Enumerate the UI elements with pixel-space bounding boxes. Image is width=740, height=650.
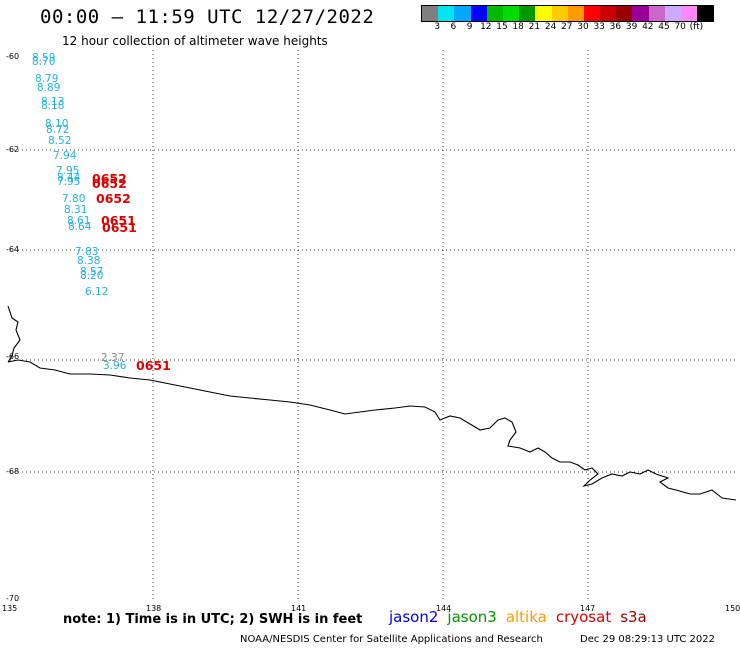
satellite-legend-altika: altika: [505, 608, 547, 626]
lon-label: 138: [146, 604, 162, 613]
wave-height-label: 8.44: [57, 172, 81, 184]
satellite-legend: jason2 jason3 altika cryosat s3a: [389, 608, 656, 626]
lon-label: 144: [436, 604, 452, 613]
wave-height-label: 8.70: [32, 56, 56, 68]
color-scale-cell: [438, 6, 455, 21]
color-scale-label: 45: [658, 22, 670, 32]
color-scale-label: 33: [593, 22, 605, 32]
color-scale-cell: [551, 6, 568, 21]
wave-height-label: 8.79: [35, 73, 59, 85]
color-scale-bar: [421, 5, 715, 22]
color-scale-cell: [470, 6, 487, 21]
satellite-legend-cryosat: cryosat: [555, 608, 612, 626]
wave-height-label: 7.95: [56, 165, 80, 177]
color-scale-cell: [632, 6, 649, 21]
time-stamp-label: 0651: [136, 358, 171, 373]
color-scale-cell: [600, 6, 617, 21]
lon-label: 147: [580, 604, 596, 613]
color-scale-label: 39: [625, 22, 638, 32]
color-scale-label: 36: [609, 22, 622, 32]
color-scale-label: 30: [577, 22, 589, 32]
wave-height-label: 8.18: [41, 100, 65, 112]
wave-height-label: 8.89: [37, 82, 61, 94]
color-scale-cell: [486, 6, 503, 21]
wave-height-label: 8.52: [48, 135, 72, 147]
color-scale-label: 3: [434, 22, 441, 32]
antarctic-coastline: [7, 305, 737, 501]
time-stamp-label: 0651: [101, 213, 136, 228]
lat-label: -66: [6, 352, 20, 361]
color-scale-cell: [422, 6, 439, 21]
lon-label: 141: [291, 604, 307, 613]
color-scale-cell: [519, 6, 536, 21]
satellite-legend-jason3: jason3: [447, 608, 497, 626]
grid-lines: [10, 50, 736, 600]
wave-height-label: 8.59: [32, 52, 56, 64]
color-scale-cell: [664, 6, 681, 21]
lon-label: 150: [725, 604, 740, 613]
color-scale-cell: [681, 6, 698, 21]
wave-height-label: 7.94: [53, 150, 77, 162]
color-scale-labels: 3 6 9 12 15 18 21 24 27 30 33 36 39 42 45 70 (ft): [0, 22, 740, 36]
color-scale-label: 18: [512, 22, 524, 32]
color-scale-label: 24: [544, 22, 557, 32]
wave-height-label: 8.38: [77, 255, 101, 267]
map-title: 00:00 – 11:59 UTC 12/27/2022: [40, 6, 375, 28]
lat-label: -68: [6, 467, 20, 476]
wave-height-label: 6.12: [85, 286, 109, 298]
wave-height-label: 3.96: [103, 360, 127, 372]
wave-height-label: 8.20: [80, 270, 104, 282]
time-stamp-label: 0652: [92, 176, 127, 191]
color-scale-label: 9: [466, 22, 473, 32]
time-stamp-label: 0652: [92, 171, 127, 186]
color-scale-label: (ft): [689, 22, 704, 32]
lat-label: -60: [6, 52, 20, 61]
credit-line: NOAA/NESDIS Center for Satellite Applica…: [240, 634, 543, 645]
color-scale-cell: [583, 6, 601, 21]
map-frame: [8, 48, 736, 600]
color-scale-cell: [454, 6, 471, 21]
color-scale-cell: [616, 6, 633, 21]
color-scale-cell: [502, 6, 520, 21]
wave-height-label: 2.37: [101, 352, 125, 364]
color-scale-cell: [567, 6, 584, 21]
wave-height-label: 8.64: [68, 221, 92, 233]
lat-label: -62: [6, 145, 20, 154]
lat-label: -64: [6, 245, 20, 254]
color-scale-label: 15: [496, 22, 508, 32]
wave-height-label: 7.95: [57, 176, 81, 188]
color-scale-label: 12: [480, 22, 492, 32]
wave-height-label: 7.80: [62, 193, 86, 205]
wave-height-label: 8.61: [67, 215, 91, 227]
map-subtitle: 12 hour collection of altimeter wave hei…: [62, 34, 328, 48]
wave-height-label: 8.57: [80, 266, 104, 278]
generated-date: Dec 29 08:29:13 UTC 2022: [580, 634, 715, 645]
time-stamp-label: 0652: [96, 191, 131, 206]
color-scale-cell: [535, 6, 552, 21]
lat-label: -70: [6, 594, 20, 603]
wave-height-label: 7.83: [75, 246, 99, 258]
satellite-legend-jason2: jason2: [389, 608, 439, 626]
satellite-legend-s3a: s3a: [620, 608, 647, 626]
footer-note: note: 1) Time is in UTC; 2) SWH is in fe…: [63, 612, 363, 627]
wave-height-label: 8.31: [64, 204, 88, 216]
color-scale-label: 42: [642, 22, 654, 32]
color-scale-label: 70: [674, 22, 686, 32]
lon-label: 135: [2, 604, 18, 613]
wave-height-label: 8.10: [45, 118, 69, 130]
wave-height-label: 8.13: [41, 96, 65, 108]
color-scale-cell: [697, 6, 714, 21]
wave-height-label: 8.72: [46, 124, 70, 136]
color-scale-cell: [648, 6, 665, 21]
color-scale-label: 6: [450, 22, 457, 32]
time-stamp-label: 0651: [102, 220, 137, 235]
color-scale-label: 21: [528, 22, 541, 32]
color-scale-label: 27: [561, 22, 573, 32]
